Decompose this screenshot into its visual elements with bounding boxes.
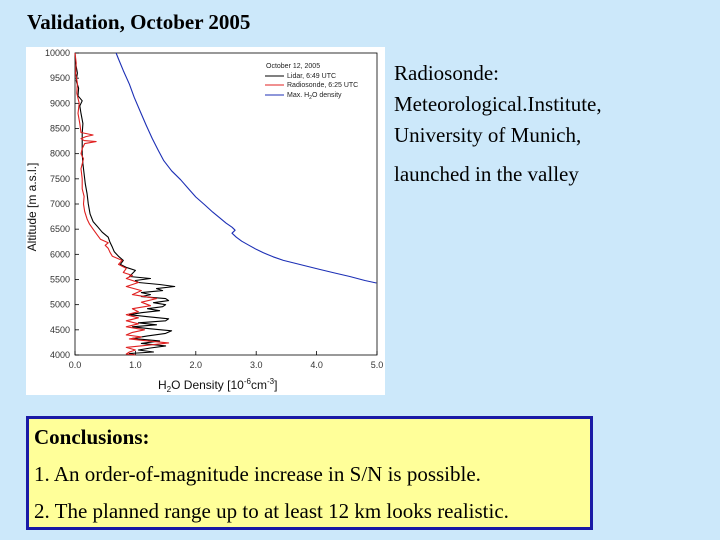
conclusions-box: Conclusions: 1. An order-of-magnitude in…: [26, 416, 593, 530]
page-title: Validation, October 2005: [27, 10, 251, 34]
y-tick-label: 8000: [50, 149, 70, 159]
y-tick-label: 7000: [50, 199, 70, 209]
notes-line-3: University of Munich,: [394, 123, 582, 147]
conclusion-item-1: 1. An order-of-magnitude increase in S/N…: [34, 462, 481, 486]
x-tick-label: 0.0: [69, 360, 82, 370]
y-tick-label: 10000: [45, 48, 70, 58]
y-tick-label: 7500: [50, 174, 70, 184]
series-line-max_density: [115, 52, 377, 284]
y-tick-label: 6000: [50, 249, 70, 259]
x-tick-label: 4.0: [310, 360, 323, 370]
chart-legend: October 12, 2005 Lidar, 6:49 UTC Radioso…: [265, 63, 358, 101]
x-axis-label: H2O Density [10-6cm-3]: [158, 377, 277, 394]
legend-date: October 12, 2005: [266, 63, 320, 70]
y-tick-label: 8500: [50, 124, 70, 134]
y-tick-label: 5500: [50, 275, 70, 285]
series-line-lidar: [74, 52, 176, 356]
legend-radiosonde: Radiosonde, 6:25 UTC: [287, 82, 358, 89]
radiosonde-notes: Radiosonde: Meteorological.Institute, Un…: [394, 58, 714, 190]
y-tick-label: 4500: [50, 325, 70, 335]
y-tick-label: 4000: [50, 350, 70, 360]
y-tick-label: 9000: [50, 98, 70, 108]
x-tick-label: 5.0: [371, 360, 384, 370]
legend-lidar: Lidar, 6:49 UTC: [287, 73, 336, 80]
chart-figure: 0.0 1.0 2.0 3.0 4.0 5.0 4000 4500 5000 5500 6000 65…: [26, 47, 385, 395]
series-line-radiosonde: [74, 52, 170, 356]
y-tick-label: 6500: [50, 224, 70, 234]
conclusions-heading: Conclusions:: [34, 425, 150, 449]
x-tick-label: 3.0: [250, 360, 263, 370]
axis-ticks: 0.0 1.0 2.0 3.0 4.0 5.0 4000 4500 5000 5500 6000 65…: [45, 48, 383, 370]
conclusion-item-2: 2. The planned range up to at least 12 k…: [34, 499, 509, 523]
y-tick-label: 9500: [50, 73, 70, 83]
y-axis-label: Altitude [m a.s.l.]: [26, 163, 39, 252]
x-tick-label: 1.0: [129, 360, 142, 370]
notes-line-4: launched in the valley: [394, 162, 579, 186]
notes-line-1: Radiosonde:: [394, 61, 499, 85]
notes-line-2: Meteorological.Institute,: [394, 92, 602, 116]
series-layer: [74, 52, 377, 356]
y-tick-label: 5000: [50, 300, 70, 310]
chart-svg: 0.0 1.0 2.0 3.0 4.0 5.0 4000 4500 5000 5500 6000 65…: [26, 48, 383, 394]
legend-max-density: Max. H2O density: [287, 92, 342, 101]
x-tick-label: 2.0: [190, 360, 203, 370]
